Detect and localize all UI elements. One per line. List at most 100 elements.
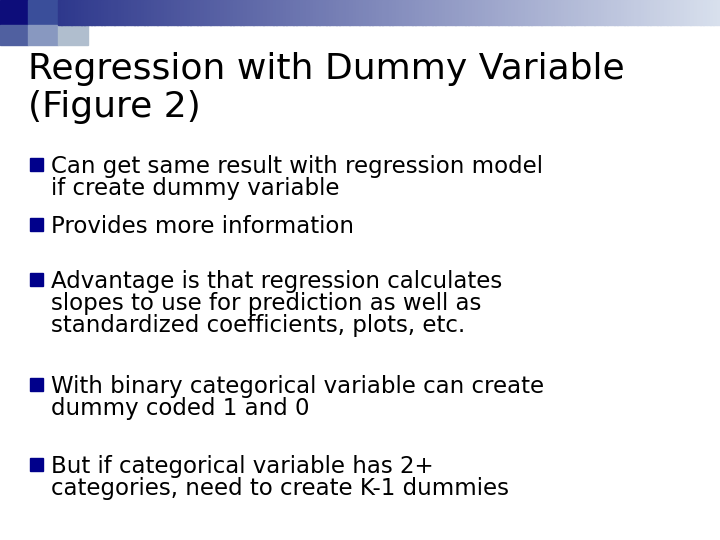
Bar <box>233 0 238 25</box>
Bar <box>707 0 711 25</box>
Bar <box>392 0 396 25</box>
Bar <box>200 0 204 25</box>
Bar <box>389 0 393 25</box>
Bar <box>197 0 201 25</box>
Bar <box>601 0 605 25</box>
Bar <box>455 0 459 25</box>
Bar <box>75 0 78 25</box>
Bar <box>664 0 667 25</box>
Bar <box>359 0 363 25</box>
Bar <box>541 0 545 25</box>
Bar <box>164 0 168 25</box>
Bar <box>94 0 98 25</box>
Bar <box>594 0 598 25</box>
Text: With binary categorical variable can create: With binary categorical variable can cre… <box>51 375 544 398</box>
Bar <box>343 0 346 25</box>
Bar <box>469 0 472 25</box>
Bar <box>88 0 91 25</box>
Bar <box>482 0 485 25</box>
Bar <box>161 0 164 25</box>
Bar <box>287 0 290 25</box>
Bar <box>65 0 68 25</box>
Bar <box>253 0 257 25</box>
Bar <box>217 0 221 25</box>
Bar <box>293 0 297 25</box>
Bar <box>716 0 720 25</box>
Bar <box>280 0 284 25</box>
Bar <box>677 0 681 25</box>
Bar <box>310 0 313 25</box>
Bar <box>326 0 330 25</box>
Bar <box>247 0 251 25</box>
Bar <box>508 0 512 25</box>
Bar <box>710 0 714 25</box>
Bar <box>581 0 585 25</box>
Bar <box>30 378 43 391</box>
Bar <box>415 0 419 25</box>
Bar <box>442 0 446 25</box>
Bar <box>330 0 333 25</box>
Bar <box>154 0 158 25</box>
Bar <box>438 0 443 25</box>
Bar <box>402 0 406 25</box>
Bar <box>445 0 449 25</box>
Bar <box>289 0 294 25</box>
Bar <box>303 0 307 25</box>
Bar <box>697 0 701 25</box>
Bar <box>227 0 230 25</box>
Text: Regression with Dummy Variable: Regression with Dummy Variable <box>28 52 625 86</box>
Bar <box>382 0 386 25</box>
Bar <box>660 0 665 25</box>
Bar <box>174 0 178 25</box>
Bar <box>61 0 65 25</box>
Bar <box>108 0 112 25</box>
Bar <box>472 0 475 25</box>
Bar <box>300 0 303 25</box>
Bar <box>190 0 194 25</box>
Bar <box>28 25 58 45</box>
Bar <box>505 0 508 25</box>
Bar <box>422 0 426 25</box>
Bar <box>353 0 356 25</box>
Bar <box>428 0 433 25</box>
Bar <box>117 0 122 25</box>
Bar <box>700 0 704 25</box>
Bar <box>432 0 436 25</box>
Bar <box>621 0 624 25</box>
Text: (Figure 2): (Figure 2) <box>28 90 201 124</box>
Bar <box>552 0 555 25</box>
Bar <box>650 0 654 25</box>
Bar <box>237 0 240 25</box>
Bar <box>577 0 582 25</box>
Bar <box>631 0 634 25</box>
Bar <box>273 0 277 25</box>
Bar <box>58 0 62 25</box>
Bar <box>276 0 280 25</box>
Bar <box>521 0 525 25</box>
Bar <box>571 0 575 25</box>
Text: Advantage is that regression calculates: Advantage is that regression calculates <box>51 270 503 293</box>
Bar <box>624 0 628 25</box>
Bar <box>240 0 244 25</box>
Bar <box>256 0 261 25</box>
Bar <box>84 0 89 25</box>
Bar <box>608 0 611 25</box>
Bar <box>336 0 340 25</box>
Bar <box>316 0 320 25</box>
Bar <box>150 0 155 25</box>
Bar <box>637 0 641 25</box>
Bar <box>538 0 541 25</box>
Bar <box>214 0 217 25</box>
Bar <box>568 0 572 25</box>
Bar <box>0 25 28 45</box>
Bar <box>687 0 690 25</box>
Bar <box>627 0 631 25</box>
Bar <box>28 0 58 25</box>
Bar <box>140 0 145 25</box>
Bar <box>71 0 75 25</box>
Bar <box>372 0 377 25</box>
Bar <box>405 0 410 25</box>
Bar <box>518 0 522 25</box>
Bar <box>478 0 482 25</box>
Bar <box>598 0 601 25</box>
